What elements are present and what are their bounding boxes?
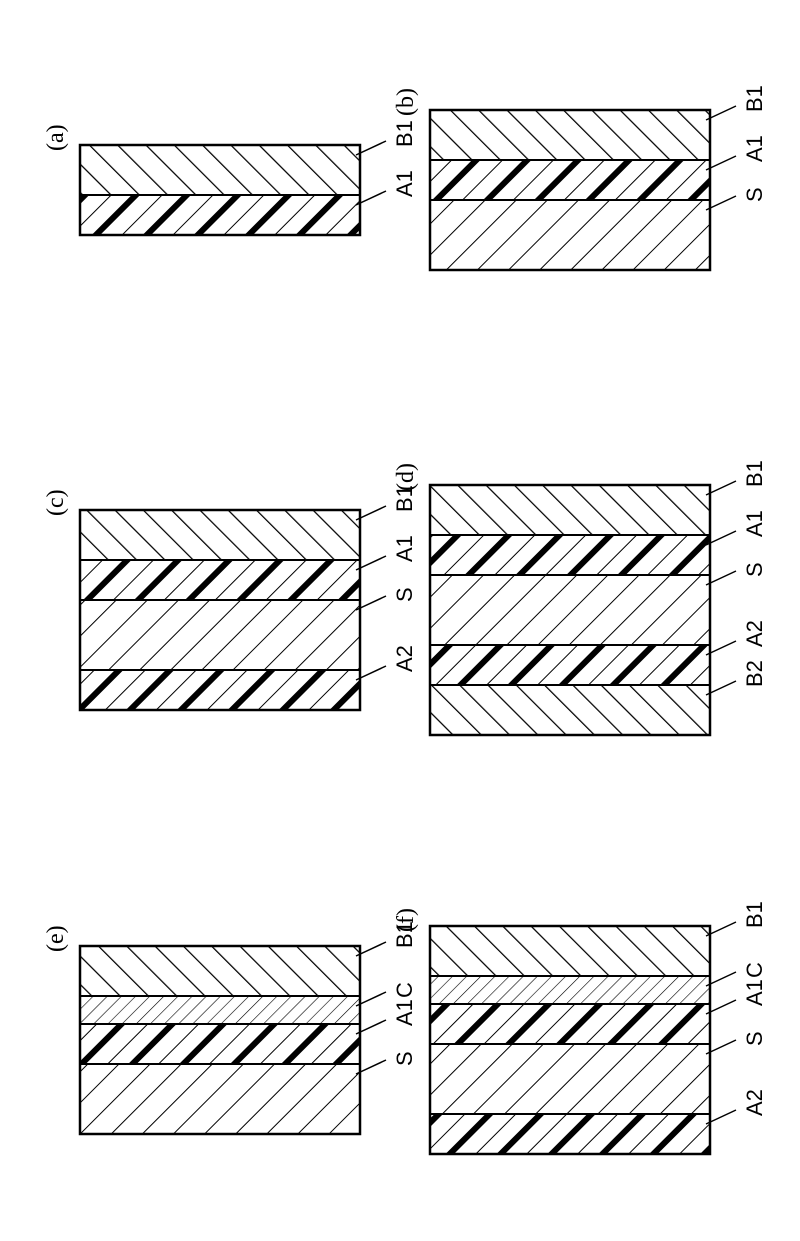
layer-d-B2 (430, 685, 710, 735)
layer-d-A1 (430, 535, 710, 575)
layer-f-A2 (430, 1114, 710, 1154)
layer-f-B1 (430, 926, 710, 976)
group-d (430, 481, 736, 735)
group-b (430, 106, 736, 270)
layer-label-d-A1: A1 (744, 510, 766, 537)
layer-label-e-S: S (394, 1051, 416, 1066)
layer-label-d-B1: B1 (744, 460, 766, 487)
layer-e-S (80, 1064, 360, 1134)
layer-label-f-B1: B1 (744, 901, 766, 928)
group-a (80, 141, 386, 235)
layer-label-c-A1: A1 (394, 535, 416, 562)
group-f (430, 922, 736, 1154)
layer-label-e-A1: A1 (394, 999, 416, 1026)
layer-f-C (430, 976, 710, 1004)
layer-a-B1 (80, 145, 360, 195)
layer-label-b-A1: A1 (744, 135, 766, 162)
subfigure-label-b: (b) (394, 88, 418, 116)
layer-label-c-A2: A2 (394, 645, 416, 672)
subfigure-label-a: (a) (44, 124, 68, 151)
layer-f-A1 (430, 1004, 710, 1044)
group-c (80, 506, 386, 710)
layer-label-f-A2: A2 (744, 1089, 766, 1116)
layer-label-d-B2: B2 (744, 660, 766, 687)
subfigure-label-f: (f) (394, 908, 418, 932)
layer-e-C (80, 996, 360, 1024)
subfigure-label-c: (c) (44, 489, 68, 516)
layer-label-c-S: S (394, 587, 416, 602)
layer-label-b-S: S (744, 187, 766, 202)
layer-label-f-A1: A1 (744, 979, 766, 1006)
layer-label-f-C: C (744, 962, 766, 978)
layer-b-A1 (430, 160, 710, 200)
layer-d-B1 (430, 485, 710, 535)
subfigure-label-d: (d) (394, 463, 418, 491)
layer-e-A1 (80, 1024, 360, 1064)
layer-e-B1 (80, 946, 360, 996)
layer-d-S (430, 575, 710, 645)
layer-c-B1 (80, 510, 360, 560)
layer-c-A1 (80, 560, 360, 600)
layer-label-a-B1: B1 (394, 120, 416, 147)
layer-label-b-B1: B1 (744, 85, 766, 112)
layer-label-f-S: S (744, 1031, 766, 1046)
layer-label-d-S: S (744, 562, 766, 577)
layer-a-A1 (80, 195, 360, 235)
layer-label-d-A2: A2 (744, 620, 766, 647)
layer-label-e-C: C (394, 982, 416, 998)
group-e (80, 942, 386, 1134)
layer-label-a-A1: A1 (394, 170, 416, 197)
layer-c-A2 (80, 670, 360, 710)
subfigure-label-e: (e) (44, 925, 68, 952)
layer-c-S (80, 600, 360, 670)
layer-d-A2 (430, 645, 710, 685)
layer-f-S (430, 1044, 710, 1114)
layer-b-B1 (430, 110, 710, 160)
layer-b-S (430, 200, 710, 270)
